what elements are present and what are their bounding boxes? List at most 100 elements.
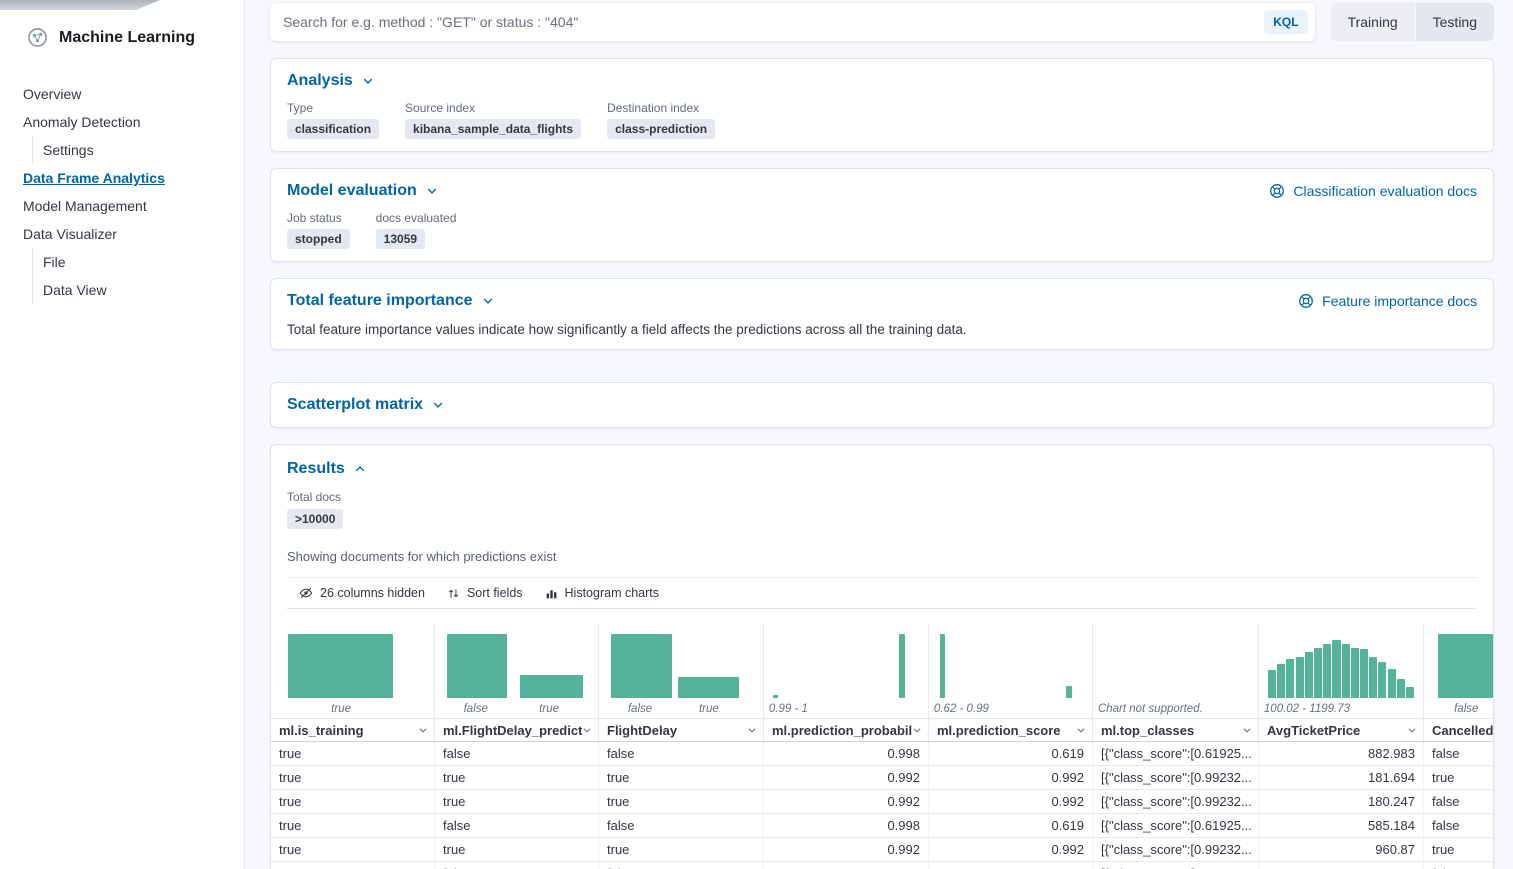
- model-evaluation-panel-toggle[interactable]: Model evaluation: [287, 181, 438, 201]
- testing-button[interactable]: Testing: [1415, 3, 1494, 41]
- grid-cell[interactable]: [{"class_score":[0.99232...: [1093, 790, 1259, 813]
- sidebar-item-file[interactable]: File: [32, 248, 244, 276]
- grid-cell[interactable]: 0.992: [929, 766, 1093, 789]
- grid-cell[interactable]: true: [435, 766, 599, 789]
- grid-cell[interactable]: [{"class_score":[0.61925...: [1093, 742, 1259, 765]
- grid-cell[interactable]: 0.998: [764, 862, 929, 869]
- sidebar-item-anomaly-detection[interactable]: Anomaly Detection: [23, 114, 141, 130]
- grid-cell[interactable]: false: [1424, 862, 1493, 869]
- grid-cell[interactable]: true: [271, 790, 435, 813]
- feature-importance-docs-link[interactable]: Feature importance docs: [1298, 293, 1477, 309]
- grid-cell[interactable]: true: [271, 766, 435, 789]
- histogram-bar: [1277, 663, 1286, 698]
- grid-cell[interactable]: 0.992: [764, 838, 929, 861]
- histogram-bar: [1437, 633, 1493, 698]
- grid-cell[interactable]: true: [1424, 838, 1493, 861]
- grid-cell[interactable]: [{"class_score":[0.99232...: [1093, 766, 1259, 789]
- grid-cell[interactable]: false: [435, 862, 599, 869]
- column-header-flightdelay[interactable]: FlightDelay: [599, 719, 764, 741]
- grid-cell[interactable]: [{"class_score":[0.99232...: [1093, 838, 1259, 861]
- table-row[interactable]: true true true 0.992 0.992 [{"class_score":[0…: [271, 766, 1493, 790]
- grid-cell[interactable]: true: [435, 838, 599, 861]
- column-header-avgticketprice[interactable]: AvgTicketPrice: [1259, 719, 1424, 741]
- grid-cell[interactable]: 882.983: [1259, 742, 1424, 765]
- analysis-panel-toggle[interactable]: Analysis: [287, 71, 374, 91]
- grid-cell[interactable]: 0.992: [929, 790, 1093, 813]
- grid-cell[interactable]: false: [1424, 790, 1493, 813]
- grid-cell[interactable]: 0.619: [929, 742, 1093, 765]
- grid-cell[interactable]: true: [599, 766, 764, 789]
- kql-button[interactable]: KQL: [1264, 10, 1308, 34]
- histogram-label: true: [539, 703, 560, 715]
- grid-cell[interactable]: false: [435, 814, 599, 837]
- column-header-cancelled[interactable]: Cancelled: [1424, 719, 1493, 741]
- chevron-down-icon[interactable]: [747, 725, 757, 735]
- grid-cell[interactable]: 0.992: [764, 790, 929, 813]
- table-row[interactable]: true true true 0.992 0.992 [{"class_score":[0…: [271, 838, 1493, 862]
- grid-cell[interactable]: false: [599, 862, 764, 869]
- grid-cell[interactable]: 180.247: [1259, 790, 1424, 813]
- chevron-down-icon[interactable]: [1407, 725, 1417, 735]
- chevron-down-icon[interactable]: [582, 725, 592, 735]
- grid-cell[interactable]: true: [271, 862, 435, 869]
- grid-cell[interactable]: 181.694: [1259, 766, 1424, 789]
- feature-importance-panel-toggle[interactable]: Total feature importance: [287, 291, 494, 311]
- grid-cell[interactable]: true: [1424, 766, 1493, 789]
- sidebar-item-data-view[interactable]: Data View: [32, 276, 244, 304]
- histogram-label: false: [1454, 703, 1479, 715]
- column-header-ml-prediction-score[interactable]: ml.prediction_score: [929, 719, 1093, 741]
- grid-cell[interactable]: [{"class_score":[0.61925...: [1093, 862, 1259, 869]
- chevron-down-icon[interactable]: [1076, 725, 1086, 735]
- sidebar-item-data-visualizer[interactable]: Data Visualizer: [23, 226, 117, 242]
- sort-fields-button[interactable]: Sort fields: [447, 583, 523, 603]
- grid-cell[interactable]: 296.878: [1259, 862, 1424, 869]
- column-header-ml-flightdelay-prediction[interactable]: ml.FlightDelay_prediction: [435, 719, 599, 741]
- sidebar-item-data-frame-analytics[interactable]: Data Frame Analytics: [23, 170, 165, 186]
- grid-cell[interactable]: 0.619: [929, 862, 1093, 869]
- histogram-bars: [441, 629, 592, 698]
- table-row[interactable]: true true true 0.992 0.992 [{"class_score":[0…: [271, 790, 1493, 814]
- grid-cell[interactable]: true: [271, 814, 435, 837]
- grid-cell[interactable]: 960.87: [1259, 838, 1424, 861]
- histogram-bar: [939, 633, 945, 698]
- column-header-ml-prediction-probability[interactable]: ml.prediction_probability: [764, 719, 929, 741]
- sidebar-item-overview[interactable]: Overview: [23, 86, 82, 102]
- grid-cell[interactable]: true: [271, 742, 435, 765]
- grid-cell[interactable]: 585.184: [1259, 814, 1424, 837]
- machine-learning-logo-icon: [27, 27, 48, 48]
- grid-cell[interactable]: 0.619: [929, 814, 1093, 837]
- grid-cell[interactable]: 0.998: [764, 742, 929, 765]
- columns-hidden-button[interactable]: 26 columns hidden: [299, 583, 425, 603]
- classification-evaluation-docs-link[interactable]: Classification evaluation docs: [1269, 183, 1477, 199]
- grid-cell[interactable]: false: [435, 742, 599, 765]
- histogram-charts-button[interactable]: Histogram charts: [545, 583, 659, 603]
- column-header-ml-is-training[interactable]: ml.is_training: [271, 719, 435, 741]
- grid-cell[interactable]: [{"class_score":[0.61925...: [1093, 814, 1259, 837]
- column-histogram-flightdelay: false true: [599, 623, 764, 718]
- grid-cell[interactable]: false: [599, 814, 764, 837]
- chevron-down-icon[interactable]: [1242, 725, 1252, 735]
- grid-cell[interactable]: false: [599, 742, 764, 765]
- column-header-ml-top-classes[interactable]: ml.top_classes: [1093, 719, 1259, 741]
- training-button[interactable]: Training: [1330, 3, 1415, 41]
- grid-cell[interactable]: true: [435, 790, 599, 813]
- grid-cell[interactable]: 0.992: [764, 766, 929, 789]
- grid-cell[interactable]: true: [599, 838, 764, 861]
- grid-cell[interactable]: 0.998: [764, 814, 929, 837]
- scatterplot-matrix-panel-toggle[interactable]: Scatterplot matrix: [287, 395, 444, 415]
- sidebar-item-settings[interactable]: Settings: [32, 136, 244, 164]
- grid-cell[interactable]: false: [1424, 742, 1493, 765]
- chevron-down-icon[interactable]: [418, 725, 428, 735]
- grid-cell[interactable]: true: [599, 790, 764, 813]
- grid-cell[interactable]: false: [1424, 814, 1493, 837]
- table-row[interactable]: truefalsefalse0.9980.619[{"class_score":…: [271, 862, 1493, 869]
- histogram-bar: [1268, 670, 1277, 698]
- grid-cell[interactable]: 0.992: [929, 838, 1093, 861]
- results-panel-toggle[interactable]: Results: [287, 459, 1477, 479]
- chevron-down-icon[interactable]: [912, 725, 922, 735]
- sidebar-item-model-management[interactable]: Model Management: [23, 198, 147, 214]
- grid-cell[interactable]: true: [271, 838, 435, 861]
- search-input[interactable]: [283, 14, 1265, 30]
